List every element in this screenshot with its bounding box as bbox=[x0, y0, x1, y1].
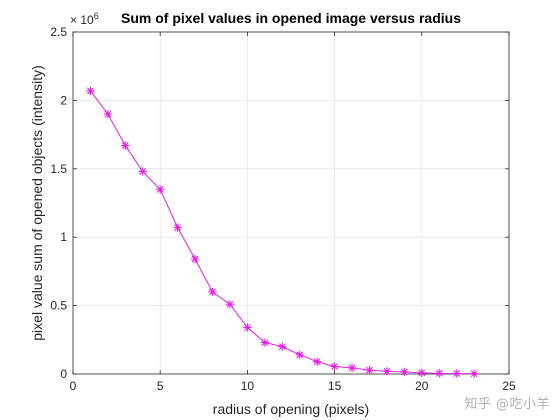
data-point bbox=[225, 300, 235, 309]
y-tick-label: 1 bbox=[60, 230, 67, 244]
data-point bbox=[190, 254, 200, 264]
data-point bbox=[173, 223, 182, 232]
x-tick-label: 10 bbox=[241, 379, 255, 393]
data-point bbox=[260, 338, 270, 347]
x-tick-label: 0 bbox=[70, 379, 77, 393]
x-tick-label: 20 bbox=[415, 379, 429, 393]
y-multiplier-base: × 10 bbox=[70, 13, 94, 27]
data-point bbox=[400, 367, 409, 377]
data-point bbox=[156, 185, 165, 194]
y-multiplier: × 106 bbox=[70, 11, 99, 27]
y-tick-label: 0 bbox=[60, 367, 67, 381]
data-point bbox=[103, 109, 113, 119]
plot-box bbox=[72, 31, 510, 375]
x-tick-label: 5 bbox=[157, 379, 164, 393]
series-line bbox=[86, 86, 479, 378]
y-tick-label: 2 bbox=[60, 93, 67, 107]
data-point bbox=[243, 323, 252, 332]
chart-title: Sum of pixel values in opened image vers… bbox=[121, 10, 461, 26]
ticks: 0 5 10 15 20 25 0 0.5 1 1.5 2 2.5 bbox=[50, 25, 516, 393]
watermark-text: 知乎 @吃小羊 bbox=[464, 397, 550, 412]
data-point bbox=[330, 362, 339, 371]
data-point bbox=[295, 350, 304, 360]
x-tick-label: 15 bbox=[328, 379, 342, 393]
data-point bbox=[138, 167, 147, 176]
data-point bbox=[86, 86, 95, 96]
data-point bbox=[365, 365, 374, 375]
y-axis-label: pixel value sum of opened objects (inten… bbox=[29, 65, 45, 340]
data-point bbox=[347, 363, 357, 373]
plot-background bbox=[73, 32, 509, 374]
data-point bbox=[469, 369, 479, 378]
data-point bbox=[278, 342, 287, 351]
data-point bbox=[312, 357, 322, 366]
x-axis-label: radius of opening (pixels) bbox=[213, 401, 369, 417]
y-tick-label: 2.5 bbox=[50, 25, 67, 39]
y-tick-label: 1.5 bbox=[50, 162, 67, 176]
y-tick-label: 0.5 bbox=[50, 299, 67, 313]
data-point bbox=[417, 368, 426, 378]
data-point bbox=[382, 367, 392, 376]
x-tick-label: 25 bbox=[502, 379, 516, 393]
y-multiplier-exponent: 6 bbox=[94, 11, 99, 21]
data-point bbox=[121, 141, 130, 150]
data-point bbox=[208, 287, 217, 297]
data-point bbox=[452, 369, 461, 378]
data-point bbox=[435, 369, 444, 378]
